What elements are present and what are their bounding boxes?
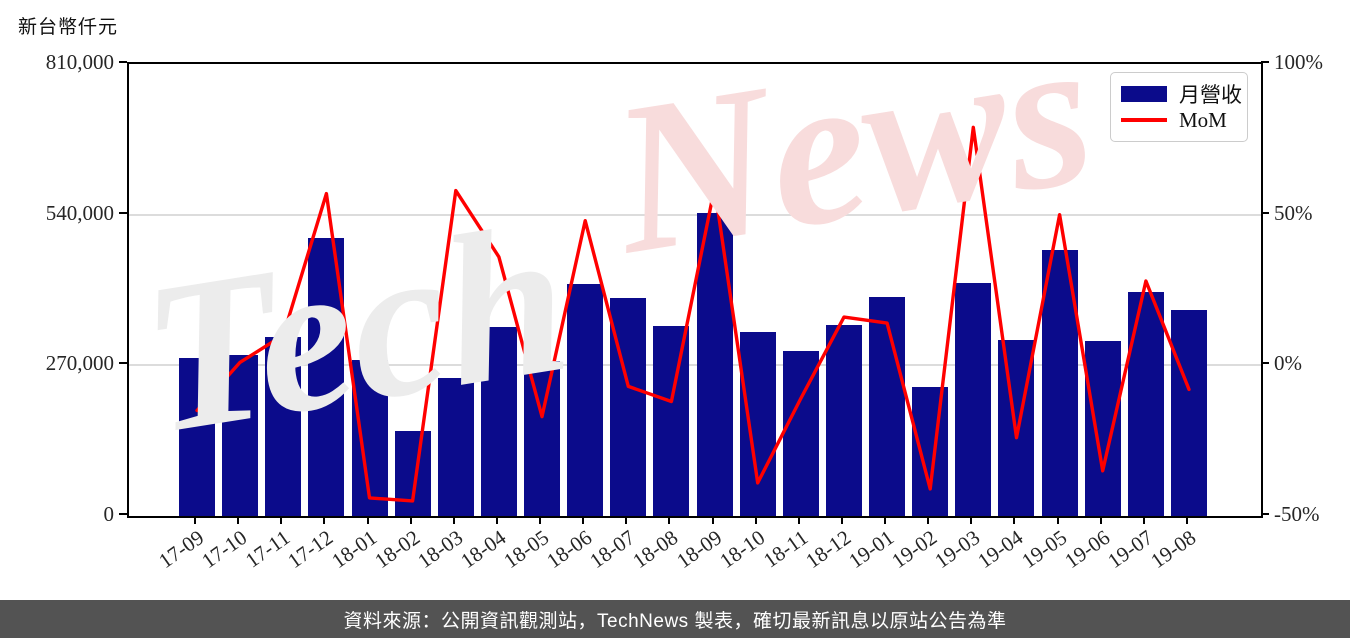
right-axis-tick-label: 50% bbox=[1274, 200, 1313, 225]
x-axis-tick bbox=[539, 516, 542, 524]
bar-18-08 bbox=[653, 325, 690, 516]
bar-18-06 bbox=[567, 284, 604, 516]
bar-18-03 bbox=[437, 377, 474, 516]
x-axis-tick bbox=[1056, 516, 1059, 524]
x-axis-tick bbox=[970, 516, 973, 524]
x-axis-tick bbox=[237, 516, 240, 524]
left-axis-tick-label: 270,000 bbox=[45, 351, 114, 376]
x-axis-tick bbox=[884, 516, 887, 524]
bar-18-12 bbox=[825, 324, 862, 516]
bar-18-04 bbox=[480, 327, 517, 516]
x-axis-tick bbox=[409, 516, 412, 524]
revenue-swatch-icon bbox=[1121, 86, 1167, 102]
x-axis-tick bbox=[927, 516, 930, 524]
left-axis-tick bbox=[119, 211, 127, 214]
legend-item-mom: MoM bbox=[1121, 107, 1237, 133]
x-axis-tick bbox=[1013, 516, 1016, 524]
left-axis-tick bbox=[119, 61, 127, 63]
bar-19-03 bbox=[955, 283, 992, 516]
right-axis-tick-label: 0% bbox=[1274, 351, 1302, 376]
x-axis-tick bbox=[1099, 516, 1102, 524]
left-axis-tick-label: 0 bbox=[103, 502, 115, 526]
left-axis-tick bbox=[119, 513, 127, 515]
plot-area bbox=[127, 62, 1263, 518]
x-axis-tick bbox=[323, 516, 326, 524]
x-axis-tick bbox=[711, 516, 714, 524]
right-axis-tick bbox=[1261, 513, 1269, 515]
mom-swatch-icon bbox=[1121, 118, 1167, 122]
bar-19-02 bbox=[912, 386, 949, 516]
left-axis-tick-label: 540,000 bbox=[45, 200, 114, 225]
left-axis-tick-label: 810,000 bbox=[45, 50, 114, 74]
bar-17-11 bbox=[265, 337, 302, 516]
x-axis-tick bbox=[840, 516, 843, 524]
bar-17-09 bbox=[179, 357, 215, 516]
right-axis-tick bbox=[1261, 211, 1269, 214]
legend-revenue-label: 月營收 bbox=[1179, 83, 1242, 107]
gridline bbox=[129, 364, 1261, 367]
x-axis-tick bbox=[452, 516, 455, 524]
x-axis-tick bbox=[625, 516, 628, 524]
x-axis-tick bbox=[280, 516, 283, 524]
x-axis-tick bbox=[582, 516, 585, 524]
bar-18-05 bbox=[524, 360, 561, 516]
right-axis-tick-label: -50% bbox=[1274, 502, 1320, 526]
x-axis-tick bbox=[194, 516, 196, 524]
gridline bbox=[129, 213, 1261, 216]
x-axis-tick bbox=[797, 516, 800, 524]
legend-item-revenue: 月營收 bbox=[1121, 81, 1242, 107]
right-axis-tick bbox=[1261, 61, 1269, 63]
right-axis-tick bbox=[1261, 362, 1269, 365]
bar-19-01 bbox=[869, 297, 906, 516]
mom-line-series bbox=[195, 125, 1191, 503]
bar-18-10 bbox=[739, 332, 776, 516]
source-footer: 資料來源：公開資訊觀測站，TechNews 製表，確切最新訊息以原站公告為準 bbox=[0, 600, 1350, 638]
left-axis-tick bbox=[119, 362, 127, 365]
bar-19-06 bbox=[1084, 340, 1121, 516]
x-axis-tick bbox=[754, 516, 757, 524]
x-axis-tick bbox=[668, 516, 671, 524]
source-footer-text: 資料來源：公開資訊觀測站，TechNews 製表，確切最新訊息以原站公告為準 bbox=[343, 610, 1007, 632]
legend: 月營收 MoM bbox=[1110, 72, 1248, 142]
x-axis-tick bbox=[366, 516, 369, 524]
x-axis-tick bbox=[1185, 516, 1188, 524]
legend-mom-label: MoM bbox=[1179, 107, 1227, 132]
bar-17-10 bbox=[222, 354, 259, 516]
left-axis-title: 新台幣仟元 bbox=[18, 17, 119, 38]
x-axis-tick bbox=[495, 516, 498, 524]
right-axis-tick-label: 100% bbox=[1274, 50, 1323, 74]
x-axis-tick bbox=[1142, 516, 1145, 524]
bar-19-08 bbox=[1170, 309, 1207, 516]
